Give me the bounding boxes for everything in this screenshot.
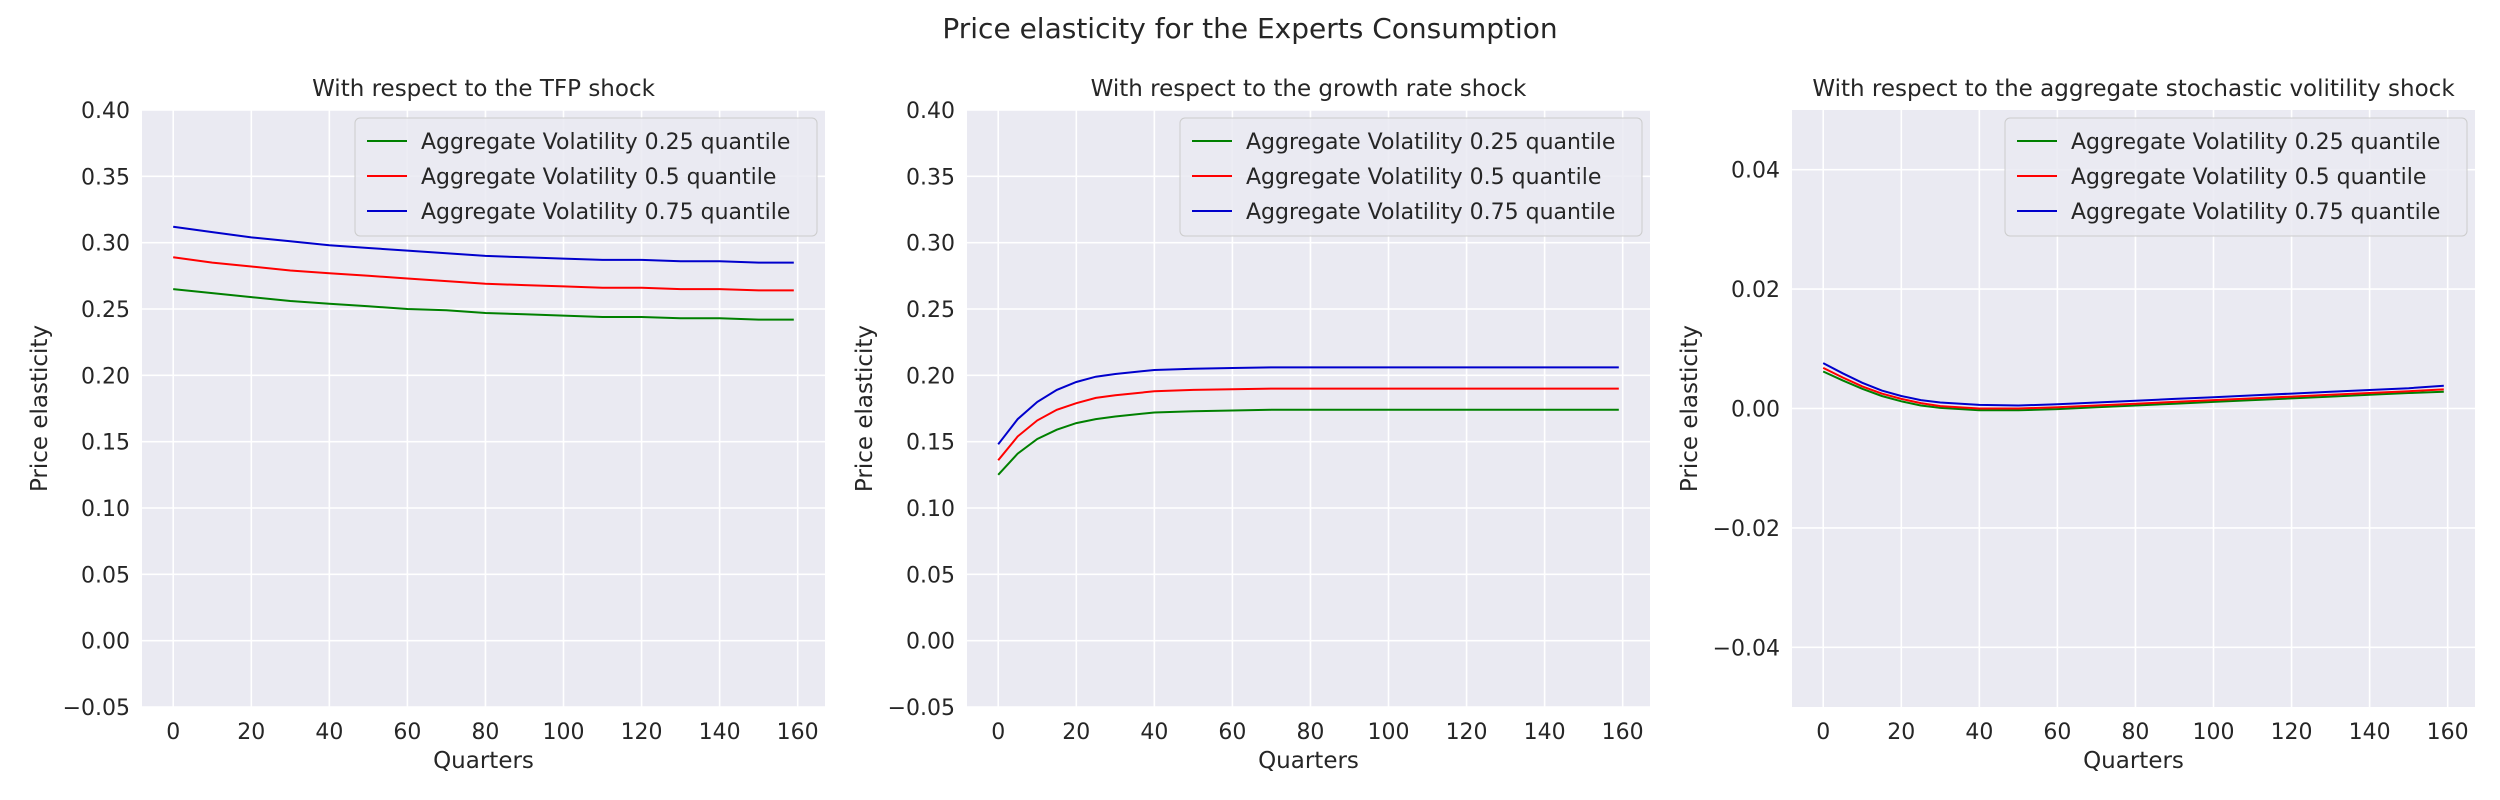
legend-entry: Aggregate Volatility 0.75 quantile	[2071, 200, 2440, 225]
legend: Aggregate Volatility 0.25 quantile Aggreg…	[354, 117, 818, 237]
legend-entry: Aggregate Volatility 0.25 quantile	[1246, 130, 1615, 155]
x-tick-label: 80	[1296, 720, 1324, 745]
x-tick-label: 120	[621, 720, 663, 745]
x-tick-label: 160	[777, 720, 819, 745]
y-tick-label: 0.25	[81, 298, 130, 323]
y-tick-label: 0.05	[81, 563, 130, 588]
figure-title: Price elasticity for the Experts Consump…	[942, 12, 1557, 45]
x-tick-label: 140	[1524, 720, 1566, 745]
x-tick-label: 0	[166, 720, 180, 745]
series-line-1	[173, 288, 794, 321]
x-tick-label: 140	[2349, 720, 2391, 745]
x-axis-label: Quarters	[433, 748, 534, 774]
legend-entry: Aggregate Volatility 0.75 quantile	[421, 200, 790, 225]
y-tick-label: 0.02	[1731, 278, 1780, 303]
series-line-2	[997, 387, 1619, 461]
legend-entry: Aggregate Volatility 0.25 quantile	[2071, 130, 2440, 155]
y-axis-label: Price elasticity	[1677, 325, 1703, 492]
y-tick-label: 0.00	[81, 630, 130, 655]
x-tick-label: 0	[991, 720, 1005, 745]
x-tick-label: 40	[1965, 720, 1993, 745]
x-tick-label: 60	[393, 720, 421, 745]
series-line-3	[173, 225, 794, 264]
y-tick-label: 0.15	[81, 431, 130, 456]
legend-entry: Aggregate Volatility 0.5 quantile	[1246, 165, 1601, 190]
x-tick-label: 20	[1887, 720, 1915, 745]
subplot-2: 0 20 40 60 80 100 120 140 160 −0.05 0.00 0.05 0.10 0.…	[852, 76, 1650, 774]
subplot-title: With respect to the growth rate shock	[1091, 76, 1527, 102]
series-line-1	[1822, 370, 2444, 412]
x-tick-label: 120	[2271, 720, 2313, 745]
y-tick-label: −0.02	[1713, 517, 1780, 542]
x-tick-label: 80	[471, 720, 499, 745]
subplot-1: 0 20 40 60 80 100 120 140 160 −0.05 0.00 0.05 0.10 0.…	[27, 76, 825, 774]
legend-box	[1179, 117, 1643, 237]
y-tick-label: 0.40	[906, 99, 955, 124]
x-tick-label: 100	[1368, 720, 1410, 745]
y-tick-label: 0.10	[81, 497, 130, 522]
y-tick-label: 0.35	[906, 165, 955, 190]
legend-box	[2004, 117, 2468, 237]
x-tick-label: 60	[1218, 720, 1246, 745]
x-tick-label: 160	[2427, 720, 2469, 745]
x-tick-label: 100	[543, 720, 585, 745]
subplot-title: With respect to the TFP shock	[312, 76, 656, 102]
y-tick-label: 0.25	[906, 298, 955, 323]
legend-entry: Aggregate Volatility 0.5 quantile	[2071, 165, 2426, 190]
x-tick-label: 160	[1602, 720, 1644, 745]
legend: Aggregate Volatility 0.25 quantile Aggreg…	[1179, 117, 1643, 237]
y-tick-label: 0.30	[81, 232, 130, 257]
subplot-3: 0 20 40 60 80 100 120 140 160 −0.04 −0.02 0.00 0.02 0…	[1677, 76, 2475, 774]
y-tick-label: 0.05	[906, 563, 955, 588]
subplot-title: With respect to the aggregate stochastic…	[1812, 76, 2455, 102]
series-line-1	[997, 408, 1619, 476]
y-tick-label: 0.35	[81, 165, 130, 190]
x-tick-label: 120	[1446, 720, 1488, 745]
y-axis-label: Price elasticity	[27, 325, 53, 492]
y-tick-label: 0.10	[906, 497, 955, 522]
y-tick-label: −0.04	[1713, 636, 1780, 661]
y-tick-label: 0.15	[906, 431, 955, 456]
y-tick-label: 0.20	[81, 364, 130, 389]
x-tick-label: 40	[315, 720, 343, 745]
x-tick-label: 20	[1062, 720, 1090, 745]
x-tick-label: 140	[699, 720, 741, 745]
y-tick-label: 0.00	[906, 630, 955, 655]
y-tick-label: 0.00	[1731, 398, 1780, 423]
x-tick-label: 20	[237, 720, 265, 745]
y-tick-label: 0.04	[1731, 159, 1780, 184]
x-tick-label: 40	[1140, 720, 1168, 745]
series-line-3	[1822, 362, 2444, 407]
x-tick-label: 80	[2121, 720, 2149, 745]
legend-box	[354, 117, 818, 237]
legend-entry: Aggregate Volatility 0.75 quantile	[1246, 200, 1615, 225]
series-line-2	[173, 256, 794, 292]
x-axis-label: Quarters	[2083, 748, 2184, 774]
y-tick-label: −0.05	[888, 696, 955, 721]
x-tick-label: 60	[2043, 720, 2071, 745]
x-axis-label: Quarters	[1258, 748, 1359, 774]
legend-entry: Aggregate Volatility 0.25 quantile	[421, 130, 790, 155]
y-tick-label: 0.20	[906, 364, 955, 389]
legend: Aggregate Volatility 0.25 quantile Aggreg…	[2004, 117, 2468, 237]
series-line-2	[1822, 367, 2444, 410]
x-tick-label: 100	[2193, 720, 2235, 745]
y-tick-label: 0.30	[906, 232, 955, 257]
legend-entry: Aggregate Volatility 0.5 quantile	[421, 165, 776, 190]
series-line-3	[997, 366, 1619, 445]
x-tick-label: 0	[1816, 720, 1830, 745]
y-tick-label: −0.05	[63, 696, 130, 721]
y-axis-label: Price elasticity	[852, 325, 878, 492]
y-tick-label: 0.40	[81, 99, 130, 124]
